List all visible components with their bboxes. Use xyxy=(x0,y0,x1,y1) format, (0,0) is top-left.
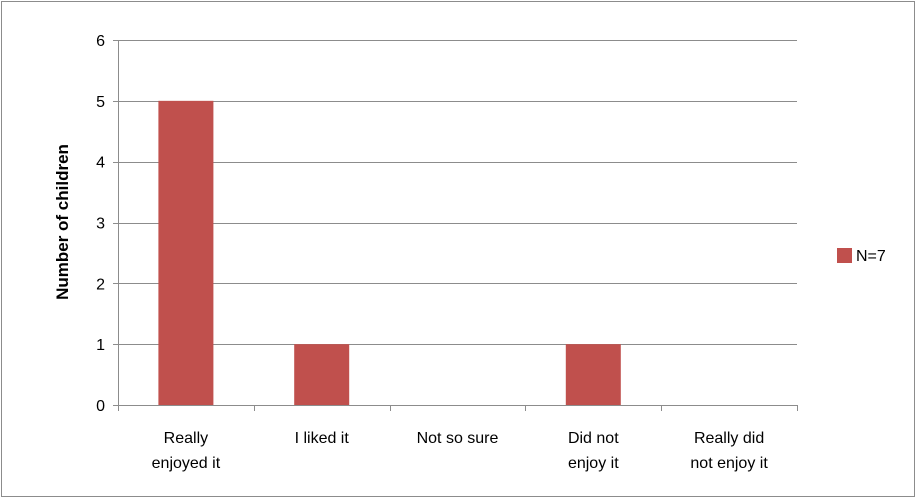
x-tick-label: Not so sure xyxy=(417,430,499,447)
x-tick-label: I liked it xyxy=(295,430,350,447)
y-tick-label: 5 xyxy=(96,94,105,111)
bar xyxy=(158,100,214,405)
y-tick-label: 2 xyxy=(96,276,105,293)
legend-label: N=7 xyxy=(856,248,886,265)
x-tick-labels: Really enjoyed it I liked it Not so sure Did… xyxy=(152,430,769,472)
y-tick-label: 0 xyxy=(96,398,105,415)
legend-swatch xyxy=(837,248,852,263)
y-tick-label: 4 xyxy=(96,155,105,172)
x-tick-label: Really enjoyed it xyxy=(152,430,221,472)
y-axis-title: Number of children xyxy=(53,144,72,300)
gridlines xyxy=(118,40,797,345)
legend: N=7 xyxy=(837,248,886,265)
y-tick-label: 1 xyxy=(96,337,105,354)
y-tick-label: 3 xyxy=(96,216,105,233)
bar xyxy=(294,344,350,405)
y-tick-label: 6 xyxy=(96,33,105,50)
x-tick-label: Really did not enjoy it xyxy=(690,430,768,472)
y-tick-labels: 0 1 2 3 4 5 6 xyxy=(96,33,105,415)
bars xyxy=(158,100,621,405)
x-tick-label: Did not enjoy it xyxy=(568,430,619,472)
axes xyxy=(113,40,798,411)
bar xyxy=(565,344,621,405)
